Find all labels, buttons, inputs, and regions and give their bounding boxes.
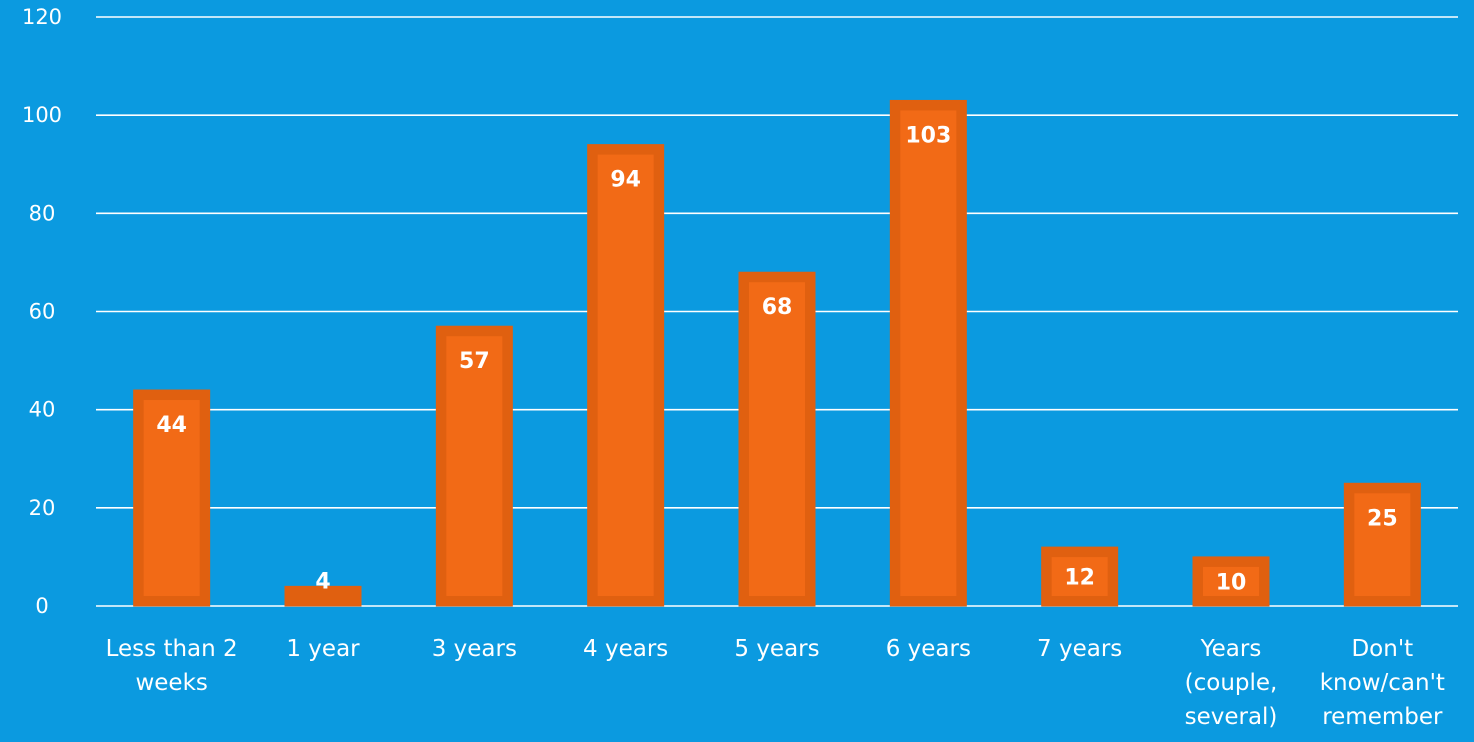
data-label: 44: [156, 413, 187, 438]
bar-inner: [1051, 557, 1108, 596]
x-tick-label-line: 6 years: [886, 636, 971, 662]
y-axis-tick-labels: 0 20 40 60 80 100 120: [22, 5, 62, 618]
bar: [133, 389, 211, 607]
y-tick-label: 40: [29, 398, 56, 422]
bar-inner: [143, 400, 200, 596]
x-tick-label: 1 year: [286, 636, 360, 662]
x-tick-label: Years (couple, several): [1185, 636, 1278, 730]
bar: [284, 585, 362, 607]
bars-layer: [133, 99, 1421, 607]
y-tick-label: 0: [35, 594, 48, 618]
bar-inner: [900, 110, 957, 597]
x-tick-label-line: weeks: [135, 670, 207, 696]
x-tick-label: 3 years: [432, 636, 517, 662]
x-tick-label-line: 3 years: [432, 636, 517, 662]
x-tick-label-line: 5 years: [734, 636, 819, 662]
y-tick-label: 80: [29, 201, 56, 225]
x-tick-label-line: several): [1185, 704, 1278, 730]
x-tick-label-line: remember: [1322, 704, 1443, 730]
x-tick-label: 6 years: [886, 636, 971, 662]
x-tick-label: 5 years: [734, 636, 819, 662]
bar-inner: [1354, 493, 1411, 596]
y-tick-label: 120: [22, 5, 62, 29]
bar-inner: [1203, 566, 1259, 596]
bar: [1192, 556, 1270, 607]
bar: [435, 325, 513, 607]
bar: [738, 271, 816, 607]
data-label: 57: [459, 349, 490, 374]
y-tick-label: 60: [29, 300, 56, 324]
bar: [587, 144, 665, 607]
x-tick-label: Don't know/can't remember: [1320, 636, 1445, 730]
data-label: 94: [610, 168, 641, 193]
y-tick-label: 100: [22, 103, 62, 127]
data-label: 10: [1216, 570, 1247, 595]
data-label: 12: [1064, 566, 1095, 591]
x-tick-label: 7 years: [1037, 636, 1122, 662]
x-tick-label-line: 4 years: [583, 636, 668, 662]
bar-inner: [446, 336, 503, 596]
data-label: 25: [1367, 506, 1398, 531]
x-tick-label-line: 1 year: [286, 636, 360, 662]
x-axis-tick-labels: Less than 2 weeks 1 year 3 years 4 years 5 ye…: [106, 636, 1445, 730]
data-label: 103: [905, 123, 951, 148]
x-tick-label-line: Don't: [1351, 636, 1413, 662]
bar-inner: [597, 154, 654, 596]
bar: [1041, 546, 1119, 607]
x-tick-label-line: (couple,: [1185, 670, 1278, 696]
bar-outer: [284, 585, 362, 607]
data-label: 68: [762, 295, 793, 320]
bar: [889, 99, 967, 607]
x-tick-label: Less than 2 weeks: [106, 636, 238, 696]
y-tick-label: 20: [29, 496, 56, 520]
data-label: 4: [315, 569, 330, 594]
x-tick-label-line: Years: [1200, 636, 1262, 662]
x-tick-label: 4 years: [583, 636, 668, 662]
x-tick-label-line: 7 years: [1037, 636, 1122, 662]
x-tick-label-line: Less than 2: [106, 636, 238, 662]
bar: [1343, 482, 1421, 607]
x-tick-label-line: know/can't: [1320, 670, 1445, 696]
bar-inner: [749, 282, 805, 596]
